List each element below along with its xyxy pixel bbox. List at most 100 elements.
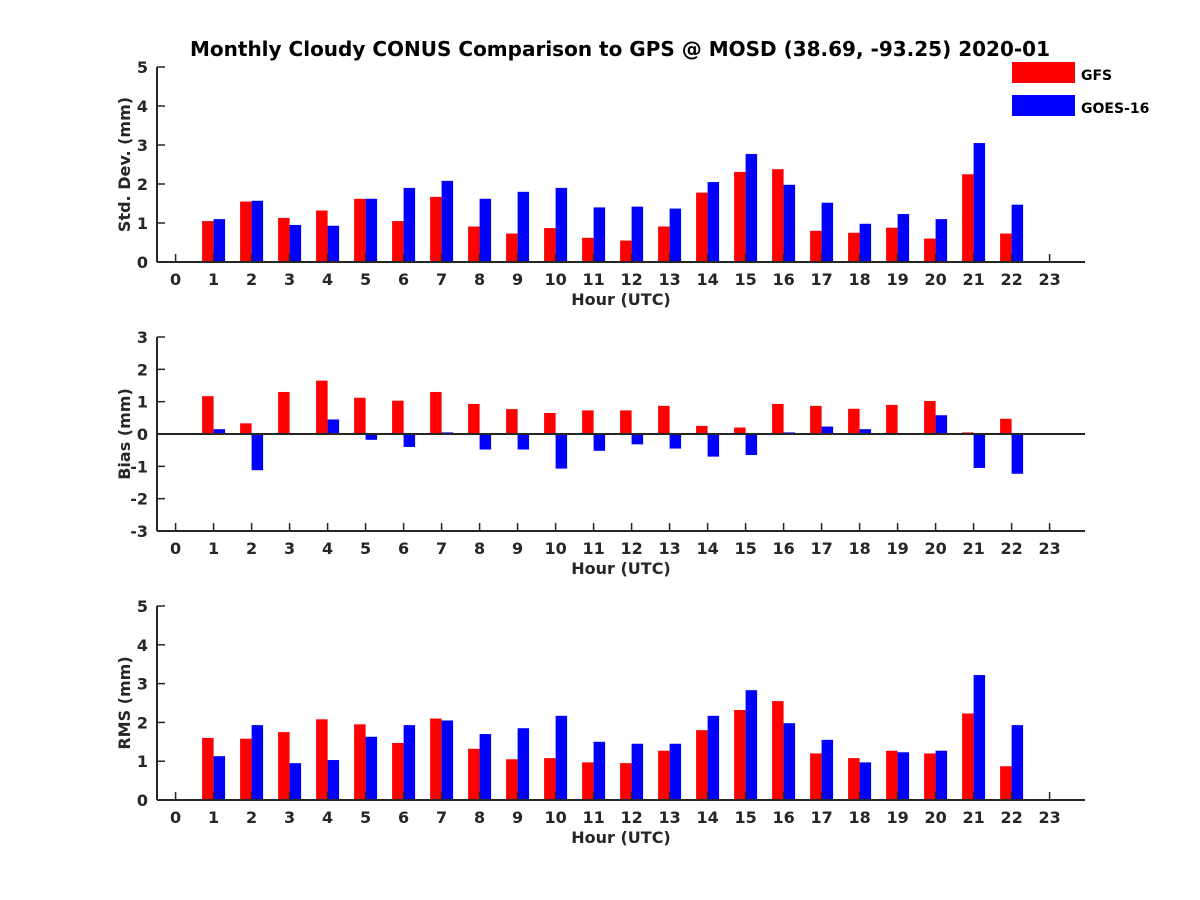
x-tick-label: 1 — [208, 270, 219, 289]
x-tick-label: 5 — [360, 270, 371, 289]
bar-goes16-hour-11 — [593, 434, 606, 451]
x-tick-label: 0 — [170, 539, 181, 558]
bar-goes16-hour-6 — [403, 434, 416, 447]
x-tick-label: 22 — [1000, 270, 1022, 289]
bar-goes16-hour-13 — [669, 743, 682, 800]
x-tick-label: 15 — [734, 808, 756, 827]
bar-gfs-hour-22 — [1000, 766, 1012, 800]
bar-gfs-hour-8 — [468, 226, 480, 262]
y-axis-label: Std. Dev. (mm) — [115, 97, 134, 232]
bar-gfs-hour-12 — [620, 240, 632, 262]
bar-gfs-hour-4 — [316, 719, 328, 800]
x-tick-label: 18 — [848, 270, 870, 289]
bar-gfs-hour-16 — [772, 403, 784, 434]
x-tick-label: 15 — [734, 270, 756, 289]
bar-gfs-hour-16 — [772, 701, 784, 800]
bar-goes16-hour-12 — [631, 434, 644, 445]
chart-title: Monthly Cloudy CONUS Comparison to GPS @… — [190, 37, 1050, 61]
x-tick-label: 14 — [696, 270, 718, 289]
bar-goes16-hour-11 — [593, 741, 606, 800]
bar-goes16-hour-17 — [821, 202, 834, 262]
bar-goes16-hour-6 — [403, 725, 416, 800]
bar-goes16-hour-4 — [327, 225, 340, 262]
x-tick-label: 18 — [848, 539, 870, 558]
bar-goes16-hour-10 — [555, 187, 568, 262]
bar-goes16-hour-21 — [973, 675, 986, 800]
y-tick-label: 2 — [137, 360, 148, 379]
bar-goes16-hour-16 — [783, 184, 796, 262]
bar-gfs-hour-6 — [392, 221, 404, 262]
bar-goes16-hour-9 — [517, 434, 530, 450]
bar-goes16-hour-16 — [783, 723, 796, 800]
bar-gfs-hour-20 — [924, 238, 936, 262]
bar-goes16-hour-19 — [897, 214, 910, 262]
x-tick-label: 10 — [544, 808, 566, 827]
bar-goes16-hour-8 — [479, 198, 492, 262]
bar-goes16-hour-22 — [1011, 725, 1024, 800]
bar-gfs-hour-2 — [240, 738, 252, 800]
y-tick-label: 2 — [137, 713, 148, 732]
y-axis-label: RMS (mm) — [115, 656, 134, 749]
x-tick-label: 12 — [620, 270, 642, 289]
bar-gfs-hour-20 — [924, 401, 936, 434]
x-tick-label: 9 — [512, 539, 523, 558]
x-tick-label: 9 — [512, 808, 523, 827]
bar-gfs-hour-17 — [810, 753, 822, 800]
x-tick-label: 16 — [772, 808, 794, 827]
bar-goes16-hour-4 — [327, 760, 340, 800]
bar-goes16-hour-20 — [935, 219, 948, 262]
bar-gfs-hour-18 — [848, 408, 860, 434]
bar-gfs-hour-12 — [620, 410, 632, 434]
bar-goes16-hour-18 — [859, 223, 872, 262]
bar-gfs-hour-13 — [658, 405, 670, 434]
x-tick-label: 23 — [1038, 808, 1060, 827]
x-tick-label: 2 — [246, 270, 257, 289]
x-tick-label: 13 — [658, 270, 680, 289]
x-tick-label: 17 — [810, 808, 832, 827]
bar-gfs-hour-12 — [620, 763, 632, 800]
bar-goes16-hour-20 — [935, 750, 948, 800]
bar-goes16-hour-8 — [479, 434, 492, 450]
x-tick-label: 12 — [620, 539, 642, 558]
x-tick-label: 13 — [658, 539, 680, 558]
bar-goes16-hour-9 — [517, 728, 530, 800]
x-axis-label: Hour (UTC) — [571, 559, 671, 578]
x-tick-label: 19 — [886, 808, 908, 827]
y-tick-label: 1 — [137, 393, 148, 412]
bar-goes16-hour-20 — [935, 415, 948, 434]
bar-gfs-hour-5 — [354, 198, 366, 262]
bar-goes16-hour-19 — [897, 752, 910, 800]
bar-goes16-hour-14 — [707, 715, 720, 800]
x-tick-label: 4 — [322, 539, 333, 558]
bar-goes16-hour-1 — [213, 756, 226, 800]
bar-gfs-hour-14 — [696, 192, 708, 262]
bar-goes16-hour-22 — [1011, 434, 1024, 474]
x-tick-label: 10 — [544, 270, 566, 289]
y-tick-label: -3 — [130, 522, 148, 541]
x-tick-label: 16 — [772, 270, 794, 289]
bar-gfs-hour-19 — [886, 404, 898, 434]
x-tick-label: 5 — [360, 539, 371, 558]
y-tick-label: 0 — [137, 253, 148, 272]
bar-gfs-hour-19 — [886, 227, 898, 262]
x-tick-label: 11 — [582, 270, 604, 289]
bar-gfs-hour-6 — [392, 400, 404, 434]
x-tick-label: 2 — [246, 808, 257, 827]
bar-gfs-hour-13 — [658, 750, 670, 800]
bar-goes16-hour-9 — [517, 191, 530, 262]
bar-gfs-hour-2 — [240, 423, 252, 434]
x-tick-label: 23 — [1038, 270, 1060, 289]
x-tick-label: 11 — [582, 808, 604, 827]
x-tick-label: 1 — [208, 539, 219, 558]
bar-goes16-hour-4 — [327, 419, 340, 434]
bar-gfs-hour-14 — [696, 730, 708, 800]
y-axis-label: Bias (mm) — [115, 388, 134, 480]
bar-gfs-hour-15 — [734, 171, 746, 262]
bar-gfs-hour-13 — [658, 226, 670, 262]
x-tick-label: 3 — [284, 539, 295, 558]
bar-goes16-hour-5 — [365, 198, 378, 262]
x-tick-label: 10 — [544, 539, 566, 558]
bar-goes16-hour-2 — [251, 434, 264, 471]
x-tick-label: 8 — [474, 808, 485, 827]
